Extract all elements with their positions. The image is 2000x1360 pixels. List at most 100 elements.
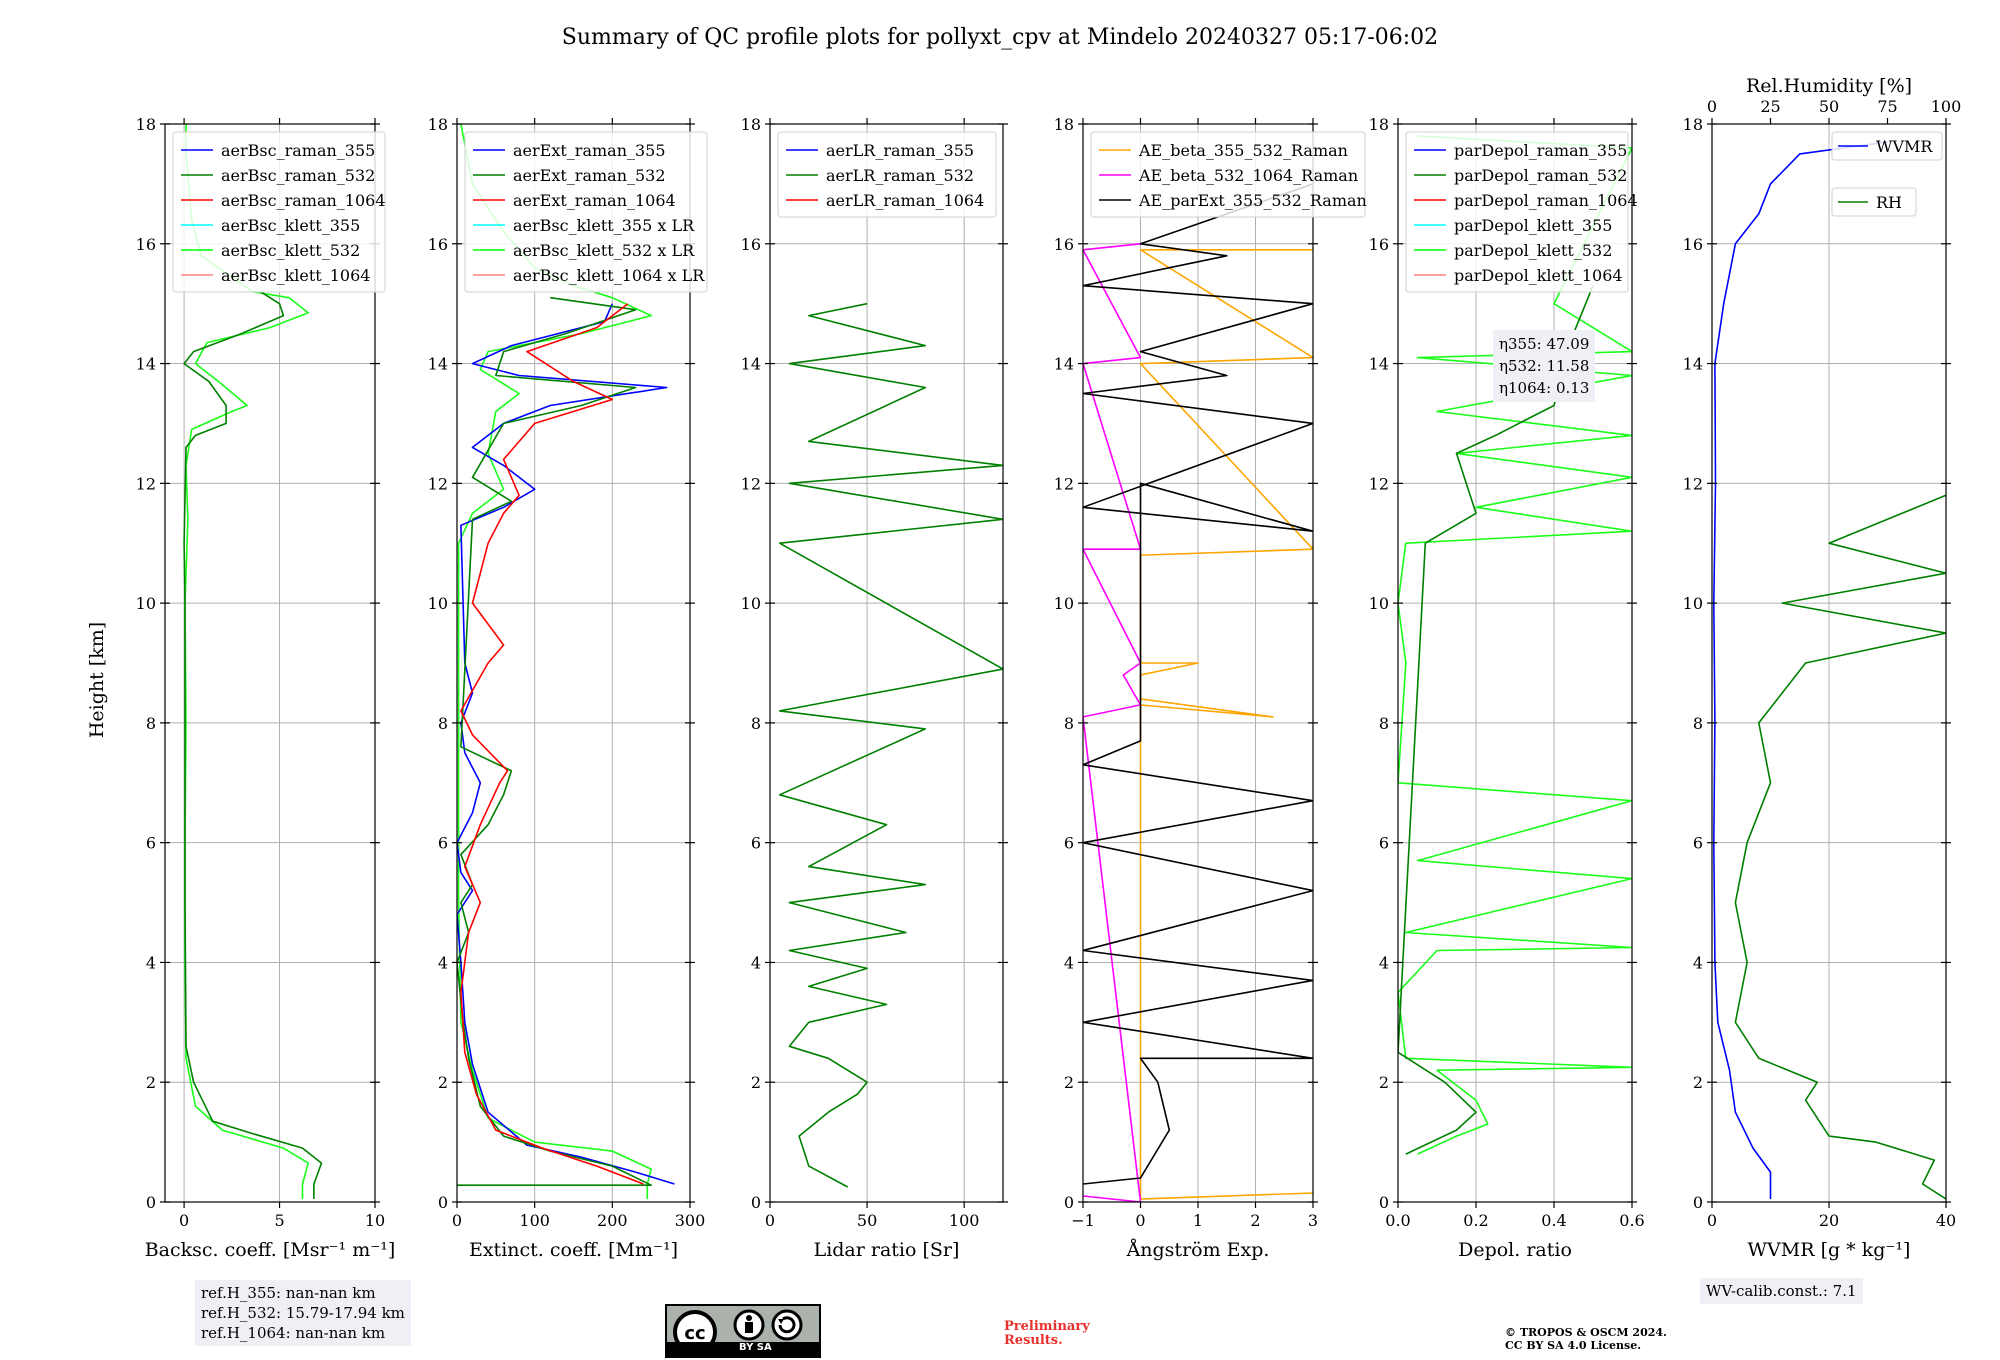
- y-tick-label: 14: [428, 355, 448, 374]
- copyright-line-2: CC BY SA 4.0 License.: [1505, 1339, 1642, 1352]
- panel-frame: [769, 123, 1004, 1203]
- preliminary-line-1: Preliminary: [1004, 1319, 1090, 1334]
- x-tick-label: 0.2: [1463, 1211, 1488, 1230]
- top-x-tick-label: 0: [1707, 97, 1717, 116]
- y-tick-label: 2: [438, 1073, 448, 1092]
- y-tick-label: 8: [1693, 714, 1703, 733]
- series-line-parDepol_raman_532: [1398, 285, 1594, 1155]
- copyright-line-1: © TROPOS & OSCM 2024.: [1505, 1326, 1667, 1339]
- legend-box: [1831, 131, 1943, 161]
- y-tick-label: 18: [1369, 115, 1389, 134]
- legend-label: parDepol_klett_532: [1454, 241, 1612, 260]
- panel-frame: [164, 123, 376, 1203]
- x-tick-label: 200: [597, 1211, 628, 1230]
- y-tick-label: 14: [741, 355, 761, 374]
- y-tick-label: 0: [1379, 1193, 1389, 1212]
- legend-label: aerLR_raman_532: [826, 166, 974, 185]
- eta-355: η355: 47.09: [1499, 335, 1590, 353]
- legend-label: aerExt_raman_355: [513, 141, 666, 160]
- y-tick-label: 14: [136, 355, 156, 374]
- y-tick-label: 18: [1683, 115, 1703, 134]
- y-tick-label: 0: [1693, 1193, 1703, 1212]
- legend-label: aerExt_raman_532: [513, 166, 666, 185]
- x-axis-label: Backsc. coeff. [Msr⁻¹ m⁻¹]: [145, 1239, 396, 1261]
- legend-label: RH: [1876, 193, 1902, 212]
- series-line-AE_parExt_355_532_Raman: [1083, 183, 1313, 1185]
- y-tick-label: 4: [1064, 953, 1074, 972]
- legend-label: AE_beta_532_1064_Raman: [1138, 166, 1358, 185]
- y-tick-label: 8: [438, 714, 448, 733]
- cc-logo-icon: cc: [673, 1309, 803, 1342]
- y-tick-label: 8: [1379, 714, 1389, 733]
- series-line-RH: [1734, 494, 1946, 1200]
- y-tick-label: 10: [1054, 594, 1074, 613]
- y-tick-label: 0: [438, 1193, 448, 1212]
- x-tick-label: 100: [519, 1211, 550, 1230]
- y-tick-label: 18: [741, 115, 761, 134]
- x-axis-label: Ångström Exp.: [1126, 1239, 1270, 1261]
- legend-label: parDepol_raman_1064: [1454, 191, 1638, 210]
- y-tick-label: 0: [146, 1193, 156, 1212]
- y-tick-label: 6: [1693, 834, 1703, 853]
- cc-badge-text: BY SA: [739, 1342, 772, 1353]
- legend-box: [1831, 187, 1917, 217]
- y-tick-label: 4: [1379, 953, 1389, 972]
- legend-label: AE_beta_355_532_Raman: [1138, 141, 1348, 160]
- x-tick-label: 5: [274, 1211, 284, 1230]
- y-tick-label: 16: [741, 235, 761, 254]
- series-line-WVMR: [1713, 141, 1888, 1199]
- y-tick-label: 16: [1683, 235, 1703, 254]
- cc-badge-bar: BY SA: [667, 1342, 819, 1356]
- x-tick-label: 40: [1936, 1211, 1956, 1230]
- ref-h-1064: ref.H_1064: nan-nan km: [201, 1324, 386, 1342]
- y-tick-label: 16: [1054, 235, 1074, 254]
- top-x-tick-label: 75: [1877, 97, 1897, 116]
- x-axis-label: Depol. ratio: [1458, 1239, 1572, 1261]
- legend-label: aerExt_raman_1064: [513, 191, 676, 210]
- panel-bsc: 0 2 4 6 8 10 12 14 16 18 0 5 10 Backsc. coeff. [Msr⁻¹…: [136, 115, 396, 1261]
- wv-calib-text: WV-calib.const.: 7.1: [1706, 1282, 1857, 1300]
- x-tick-label: 0.6: [1619, 1211, 1644, 1230]
- panel-ext: 0 2 4 6 8 10 12 14 16 18 0 100 200 300 Extinct. coeff.…: [428, 115, 708, 1261]
- x-tick-label: −1: [1071, 1211, 1095, 1230]
- y-tick-label: 6: [438, 834, 448, 853]
- series-line-aerExt_raman_532: [457, 296, 652, 1186]
- series-line-aerExt_raman_355: [457, 303, 675, 1185]
- y-tick-label: 6: [146, 834, 156, 853]
- legend-label: WVMR: [1876, 137, 1933, 156]
- reference-height-box: ref.H_355: nan-nan km ref.H_532: 15.79-1…: [195, 1280, 411, 1346]
- ref-h-532: ref.H_532: 15.79-17.94 km: [201, 1304, 405, 1322]
- y-tick-label: 6: [751, 834, 761, 853]
- top-x-tick-label: 100: [1931, 97, 1962, 116]
- y-tick-label: 10: [1683, 594, 1703, 613]
- y-tick-label: 12: [136, 474, 156, 493]
- y-tick-label: 18: [136, 115, 156, 134]
- y-tick-label: 4: [438, 953, 448, 972]
- x-tick-label: 300: [675, 1211, 706, 1230]
- y-tick-label: 2: [751, 1073, 761, 1092]
- x-tick-label: 0.4: [1541, 1211, 1566, 1230]
- legend-label: parDepol_raman_355: [1454, 141, 1627, 160]
- series-line-aerExt_raman_1064: [460, 303, 644, 1185]
- series-line-AE_beta_355_532_Raman: [1139, 249, 1313, 1200]
- x-tick-label: 0: [1707, 1211, 1717, 1230]
- x-tick-label: 50: [857, 1211, 877, 1230]
- series-line-aerBsc_raman_532: [183, 291, 323, 1199]
- y-tick-label: 12: [1683, 474, 1703, 493]
- x-axis-label: Lidar ratio [Sr]: [814, 1239, 960, 1261]
- top-x-axis-label: Rel.Humidity [%]: [1746, 75, 1912, 97]
- y-tick-label: 12: [1369, 474, 1389, 493]
- eta-1064: η1064: 0.13: [1499, 379, 1590, 397]
- cc-license-badge: cc BY SA: [665, 1304, 821, 1358]
- legend-label: parDepol_raman_532: [1454, 166, 1627, 185]
- y-tick-label: 0: [1064, 1193, 1074, 1212]
- x-tick-label: 10: [365, 1211, 385, 1230]
- y-tick-label: 8: [146, 714, 156, 733]
- x-axis-label: Extinct. coeff. [Mm⁻¹]: [469, 1239, 678, 1261]
- y-tick-label: 12: [741, 474, 761, 493]
- legend-label: aerBsc_klett_355: [221, 216, 360, 235]
- x-tick-label: 20: [1819, 1211, 1839, 1230]
- legend-label: aerLR_raman_1064: [826, 191, 984, 210]
